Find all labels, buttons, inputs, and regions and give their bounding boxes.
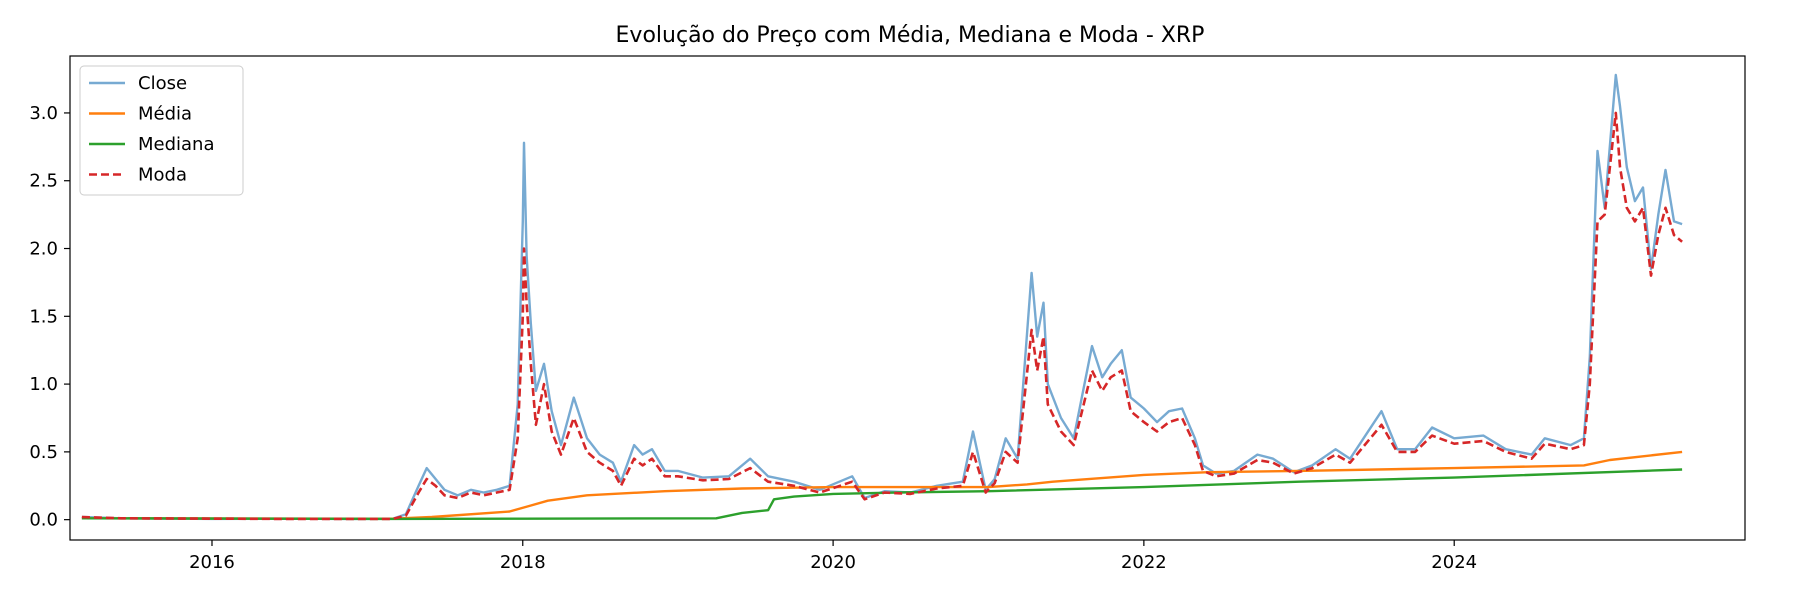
chart-title: Evolução do Preço com Média, Mediana e M… bbox=[616, 23, 1205, 48]
x-axis: 2016 2018 2020 2022 2024 bbox=[189, 540, 1477, 573]
x-tick-label-4: 2024 bbox=[1431, 552, 1477, 573]
y-tick-label-1: 0.5 bbox=[29, 442, 58, 463]
x-tick-label-2: 2020 bbox=[810, 552, 856, 573]
series-layer bbox=[81, 73, 1683, 521]
legend-box bbox=[79, 65, 244, 196]
legend-label-3: Moda bbox=[138, 165, 187, 186]
y-tick-label-0: 0.0 bbox=[29, 510, 58, 531]
legend-label-2: Mediana bbox=[138, 134, 215, 155]
y-tick-label-6: 3.0 bbox=[29, 103, 58, 124]
series-line-0 bbox=[81, 73, 1683, 521]
y-tick-label-3: 1.5 bbox=[29, 306, 58, 327]
series-line-2 bbox=[81, 468, 1683, 521]
series-line-3 bbox=[81, 111, 1683, 521]
x-tick-label-1: 2018 bbox=[500, 552, 546, 573]
y-tick-label-5: 2.5 bbox=[29, 171, 58, 192]
series-line-1 bbox=[81, 450, 1683, 520]
y-tick-label-2: 1.0 bbox=[29, 374, 58, 395]
y-tick-label-4: 2.0 bbox=[29, 239, 58, 260]
plot-frame bbox=[69, 55, 1746, 541]
legend-label-0: Close bbox=[138, 73, 187, 94]
y-axis: 0.0 0.5 1.0 1.5 2.0 2.5 3.0 bbox=[29, 103, 70, 531]
x-tick-label-3: 2022 bbox=[1121, 552, 1167, 573]
legend-label-1: Média bbox=[138, 104, 192, 125]
x-tick-label-0: 2016 bbox=[189, 552, 235, 573]
legend: Close Média Mediana Moda bbox=[79, 65, 244, 196]
